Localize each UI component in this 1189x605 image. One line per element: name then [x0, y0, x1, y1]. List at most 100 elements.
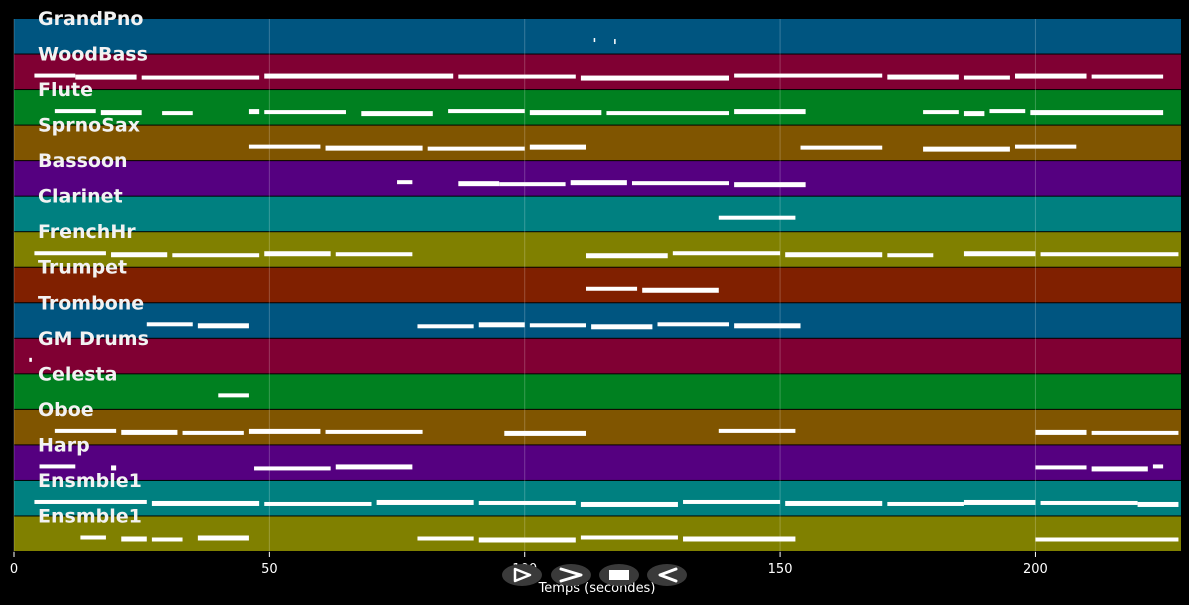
- note-segment: [785, 252, 883, 258]
- stop-button[interactable]: [599, 564, 639, 586]
- note-segment: [151, 537, 183, 542]
- note-segment: [162, 111, 193, 116]
- note-segment: [989, 109, 1026, 114]
- note-segment: [887, 501, 964, 506]
- note-segment: [248, 144, 321, 149]
- note-segment: [963, 75, 1010, 80]
- note-segment: [248, 428, 321, 434]
- note-segment: [1091, 430, 1179, 435]
- track-label: GM Drums: [38, 328, 149, 350]
- note-segment: [580, 75, 730, 81]
- x-tick-label: 200: [1023, 562, 1048, 577]
- rewind-icon: [658, 567, 678, 583]
- track-background: [14, 409, 1181, 445]
- note-segment: [172, 253, 260, 258]
- note-segment: [529, 144, 587, 150]
- note-segment: [80, 535, 106, 540]
- note-segment: [75, 74, 137, 80]
- note-segment: [499, 182, 566, 187]
- rewind-button[interactable]: [647, 564, 687, 586]
- note-segment: [1137, 501, 1179, 507]
- note-segment: [1035, 465, 1087, 470]
- track-background: [14, 480, 1181, 516]
- x-tick-label: 0: [10, 562, 18, 577]
- note-segment: [248, 109, 260, 115]
- note-segment: [683, 536, 796, 542]
- note-segment: [100, 110, 142, 116]
- track-background: [14, 374, 1181, 409]
- x-tick-label: 50: [261, 562, 278, 577]
- track-background: [14, 445, 1181, 480]
- note-segment: [478, 500, 576, 505]
- track-label: Bassoon: [38, 150, 128, 172]
- note-segment: [734, 182, 806, 188]
- track-background: [14, 19, 1181, 54]
- playback-controls: [502, 564, 687, 586]
- note-segment: [121, 429, 178, 435]
- track-label: WoodBass: [38, 44, 148, 66]
- note-segment: [29, 357, 32, 362]
- note-segment: [111, 252, 168, 258]
- x-axis-label: Temps (secondes): [538, 581, 656, 596]
- track-label: Ensmble1: [38, 470, 142, 492]
- note-segment: [146, 322, 193, 327]
- note-segment: [54, 109, 96, 114]
- note-segment: [197, 535, 249, 541]
- play-outline-icon: [513, 567, 532, 583]
- note-segment: [218, 393, 249, 398]
- forward-button[interactable]: [551, 564, 591, 586]
- note-segment: [1040, 500, 1138, 505]
- note-segment: [1040, 252, 1179, 257]
- x-tick-label: 150: [768, 562, 793, 577]
- note-segment: [734, 73, 883, 78]
- note-segment: [963, 499, 1036, 505]
- note-segment: [427, 146, 525, 151]
- note-segment: [923, 146, 1010, 152]
- track-label: Celesta: [38, 363, 117, 385]
- note-segment: [264, 501, 372, 506]
- note-segment: [504, 430, 587, 436]
- track-background: [14, 161, 1181, 196]
- note-segment: [606, 111, 730, 116]
- note-segment: [570, 180, 627, 186]
- note-segment: [121, 536, 147, 542]
- note-segment: [34, 251, 106, 256]
- track-label: Trumpet: [38, 257, 127, 279]
- note-segment: [593, 38, 596, 43]
- note-segment: [448, 109, 525, 114]
- track-label: Clarinet: [38, 186, 123, 208]
- play-button[interactable]: [502, 564, 542, 586]
- track-label: SprnoSax: [38, 115, 140, 137]
- note-segment: [734, 109, 806, 115]
- note-segment: [657, 322, 730, 327]
- note-segment: [580, 535, 678, 540]
- note-segment: [182, 430, 244, 435]
- gridlines: [13, 19, 1036, 552]
- note-segment: [963, 251, 1036, 257]
- note-segment: [800, 145, 883, 150]
- note-segment: [264, 251, 331, 257]
- note-segment: [417, 324, 474, 329]
- note-segment: [734, 323, 801, 329]
- note-segment: [417, 536, 474, 541]
- note-segment: [614, 39, 616, 45]
- note-segment: [34, 499, 147, 504]
- note-segment: [325, 145, 423, 151]
- note-segment: [34, 73, 76, 78]
- note-segment: [718, 215, 796, 220]
- track-background: [14, 125, 1181, 161]
- track-label: Flute: [38, 79, 93, 101]
- track-background: [14, 267, 1181, 303]
- track-background: [14, 54, 1181, 90]
- note-segment: [1015, 73, 1087, 79]
- note-segment: [361, 111, 433, 117]
- note-segment: [264, 110, 346, 115]
- track-label: Ensmble1: [38, 505, 142, 527]
- note-segment: [151, 500, 260, 506]
- track-background: [14, 232, 1181, 267]
- note-segment: [478, 537, 576, 543]
- note-segment: [197, 323, 249, 329]
- note-segment: [672, 251, 781, 256]
- note-segment: [111, 465, 117, 471]
